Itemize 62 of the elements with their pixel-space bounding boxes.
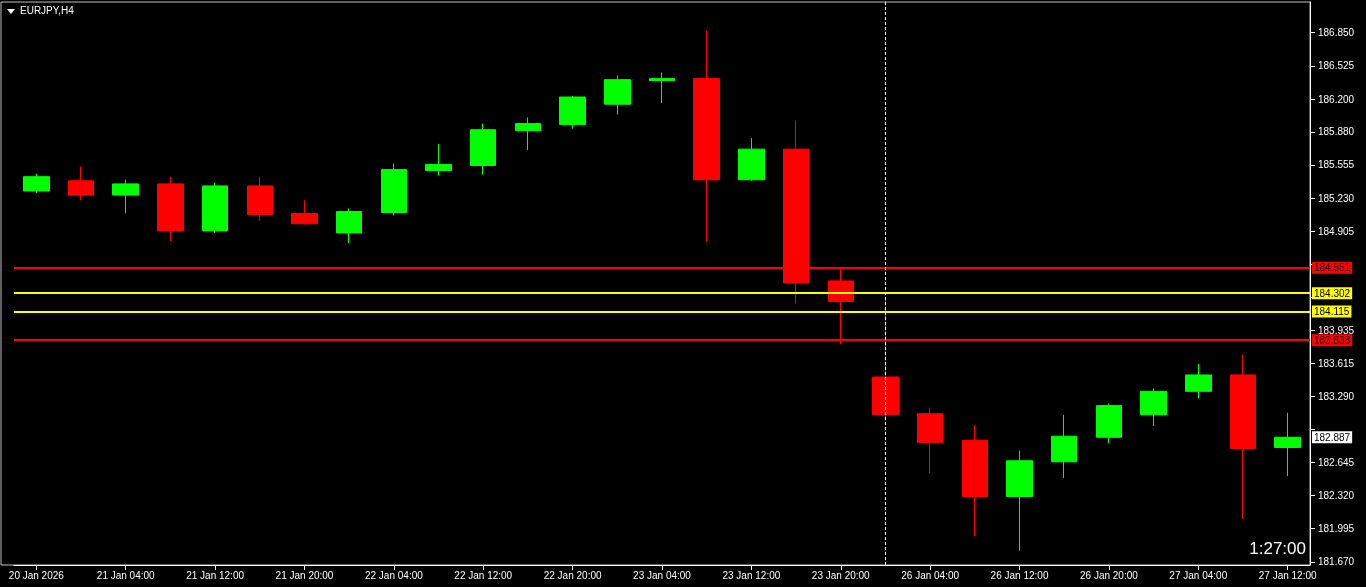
candlestick — [917, 407, 943, 474]
y-tick-label: 181.995 — [1318, 523, 1355, 535]
candlestick — [515, 116, 541, 151]
x-tick-label: 23 Jan 20:00 — [811, 569, 871, 581]
x-tick-label: 23 Jan 12:00 — [722, 569, 781, 581]
candlestick — [1230, 354, 1256, 520]
y-tick-label: 186.200 — [1318, 93, 1355, 105]
ref-line-label: 184.115 — [1314, 306, 1350, 318]
y-tick-label: 183.935 — [1318, 325, 1355, 336]
ref-line-label: 183.838 — [1314, 334, 1351, 346]
candlestick — [1006, 450, 1033, 552]
x-tick-label: 21 Jan 20:00 — [275, 569, 334, 581]
candlestick — [247, 176, 273, 222]
y-tick-label: 186.525 — [1318, 60, 1355, 72]
y-tick-label: 181.670 — [1318, 556, 1355, 568]
x-tick-label: 26 Jan 20:00 — [1079, 569, 1139, 581]
x-tick-label: 21 Jan 12:00 — [186, 569, 245, 581]
y-tick-label: 184.905 — [1318, 225, 1355, 237]
x-tick-label: 26 Jan 12:00 — [990, 569, 1049, 581]
candlestick — [336, 207, 362, 244]
y-tick-label: 185.555 — [1318, 159, 1355, 171]
ref-line-label: 184.302 — [1314, 287, 1351, 299]
y-tick-label: 182.320 — [1318, 490, 1355, 502]
candlestick — [23, 173, 50, 194]
y-tick-label: 186.850 — [1318, 27, 1355, 39]
y-tick-label: 185.880 — [1318, 126, 1355, 138]
x-tick-label: 22 Jan 04:00 — [364, 569, 424, 581]
x-tick-label: 22 Jan 12:00 — [454, 569, 513, 581]
candlestick — [291, 199, 318, 226]
candlestick — [649, 72, 675, 104]
candlestick — [381, 162, 407, 217]
x-tick-label: 21 Jan 04:00 — [96, 569, 156, 581]
candlestick — [157, 176, 184, 242]
candlestick — [1051, 414, 1077, 479]
candlestick — [470, 123, 496, 176]
y-tick-label: 182.645 — [1318, 456, 1355, 468]
candlestick — [112, 179, 139, 215]
candlestick — [1096, 403, 1122, 444]
candlestick — [1274, 412, 1301, 477]
candlestick — [604, 75, 631, 115]
y-tick-label: 185.230 — [1318, 192, 1355, 204]
x-tick-label: 27 Jan 12:00 — [1258, 569, 1318, 581]
x-tick-label: 26 Jan 04:00 — [901, 569, 960, 581]
text: 182.887 — [1314, 431, 1351, 443]
ref-line-label: 184.551 — [1314, 262, 1351, 274]
candlestick — [68, 166, 94, 201]
y-tick-label: 183.615 — [1318, 357, 1355, 369]
x-tick-label: 22 Jan 20:00 — [543, 569, 602, 581]
candlestick — [202, 182, 228, 234]
candlestick — [693, 30, 720, 243]
candlestick — [962, 424, 988, 537]
candlestick — [425, 143, 452, 177]
y-tick-label: 183.290 — [1318, 390, 1355, 402]
x-tick-label: 20 Jan 2026 — [8, 569, 65, 581]
candlestick — [1140, 387, 1167, 427]
candlestick — [559, 95, 586, 130]
annotation: 1:27:00 — [1249, 539, 1307, 558]
chart-title: EURJPY,H4 — [20, 5, 74, 16]
x-tick-label: 23 Jan 04:00 — [633, 569, 692, 581]
x-tick-label: 27 Jan 04:00 — [1169, 569, 1228, 581]
candlestick — [1185, 363, 1212, 399]
candlestick — [738, 137, 765, 182]
